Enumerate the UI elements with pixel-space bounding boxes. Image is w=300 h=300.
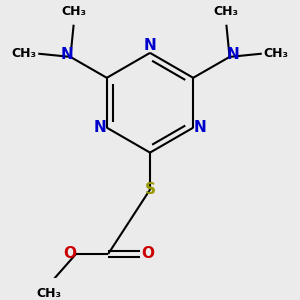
Text: CH₃: CH₃	[61, 4, 86, 18]
Text: CH₃: CH₃	[214, 4, 239, 18]
Text: O: O	[141, 247, 154, 262]
Text: CH₃: CH₃	[12, 47, 37, 60]
Text: CH₃: CH₃	[263, 47, 288, 60]
Text: N: N	[93, 120, 106, 135]
Text: N: N	[60, 47, 73, 62]
Text: O: O	[64, 247, 77, 262]
Text: N: N	[144, 38, 156, 53]
Text: S: S	[145, 182, 155, 197]
Text: N: N	[194, 120, 207, 135]
Text: N: N	[227, 47, 240, 62]
Text: CH₃: CH₃	[36, 287, 61, 300]
